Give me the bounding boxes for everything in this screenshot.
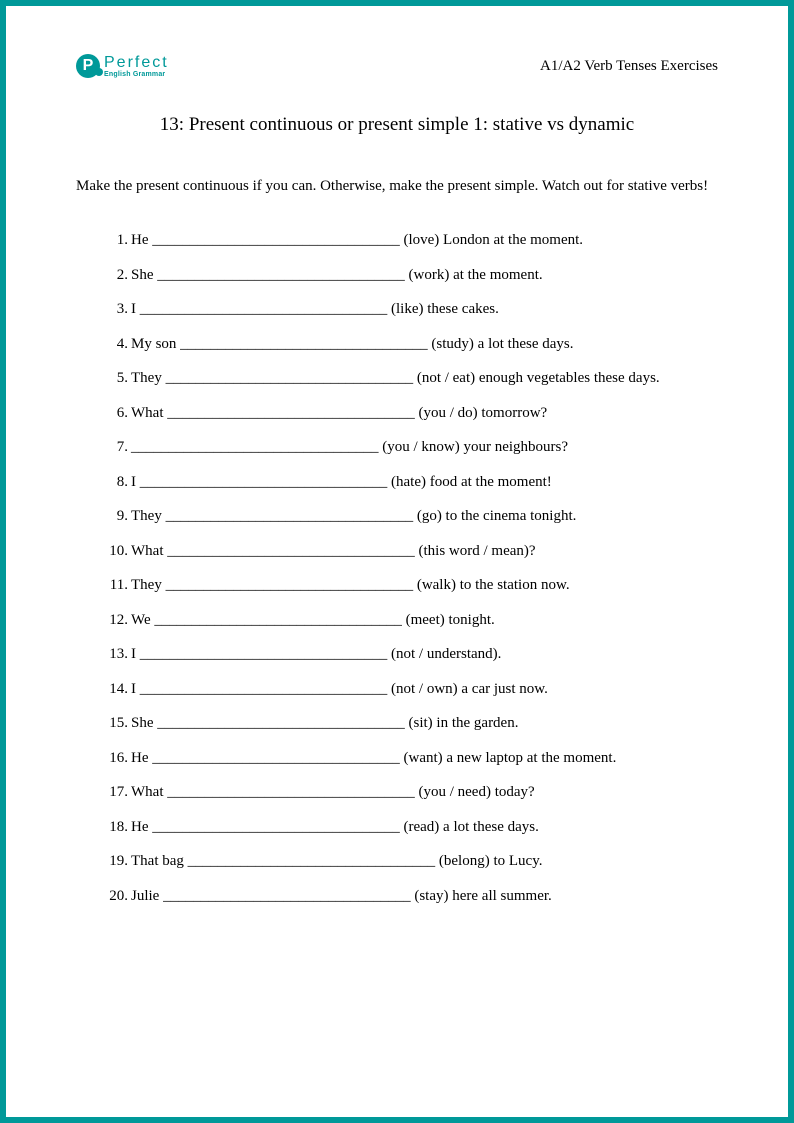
question-item: They _________________________________ (… [131,568,718,603]
question-item: I _________________________________ (lik… [131,292,718,327]
header-right-text: A1/A2 Verb Tenses Exercises [540,58,718,75]
logo-sub-text: English Grammar [104,71,169,78]
question-item: He _________________________________ (lo… [131,223,718,258]
logo-text: Perfect English Grammar [104,55,169,78]
worksheet-page: P Perfect English Grammar A1/A2 Verb Ten… [6,6,788,913]
logo: P Perfect English Grammar [76,54,169,78]
question-item: What _________________________________ (… [131,534,718,569]
question-item: They _________________________________ (… [131,499,718,534]
worksheet-title: 13: Present continuous or present simple… [76,114,718,136]
instructions-text: Make the present continuous if you can. … [76,170,718,203]
logo-main-text: Perfect [104,55,169,71]
question-item: What _________________________________ (… [131,396,718,431]
question-item: I _________________________________ (hat… [131,465,718,500]
question-item: They _________________________________ (… [131,361,718,396]
question-item: That bag _______________________________… [131,844,718,879]
question-item: _________________________________ (you /… [131,430,718,465]
logo-badge-icon: P [76,54,100,78]
question-list: He _________________________________ (lo… [76,223,718,913]
header-row: P Perfect English Grammar A1/A2 Verb Ten… [76,54,718,78]
question-item: She _________________________________ (s… [131,706,718,741]
question-item: I _________________________________ (not… [131,672,718,707]
question-item: What _________________________________ (… [131,775,718,810]
question-item: My son _________________________________… [131,327,718,362]
question-item: I _________________________________ (not… [131,637,718,672]
question-item: He _________________________________ (re… [131,810,718,845]
question-item: He _________________________________ (wa… [131,741,718,776]
question-item: We _________________________________ (me… [131,603,718,638]
question-item: She _________________________________ (w… [131,258,718,293]
question-item: Julie _________________________________ … [131,879,718,914]
